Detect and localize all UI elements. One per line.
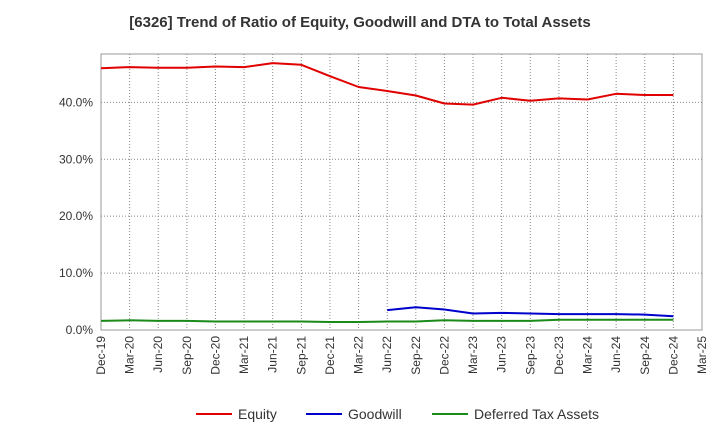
plot-area <box>100 53 703 331</box>
y-tick-label: 40.0% <box>59 95 93 109</box>
x-tick-label: Mar-25 <box>695 336 709 374</box>
x-tick-label: Mar-22 <box>352 336 366 374</box>
legend-label: Deferred Tax Assets <box>474 406 599 422</box>
x-tick-label: Mar-24 <box>581 336 595 374</box>
x-tick-label: Mar-20 <box>123 336 137 374</box>
x-tick-label: Sep-21 <box>294 336 308 375</box>
legend: Equity Goodwill Deferred Tax Assets <box>196 406 599 422</box>
x-tick-label: Sep-20 <box>180 336 194 375</box>
x-tick-label: Dec-19 <box>94 336 108 375</box>
series-line-2 <box>100 318 674 323</box>
x-tick-label: Jun-21 <box>266 336 280 373</box>
y-tick-label: 30.0% <box>59 152 93 166</box>
x-axis: Dec-19 Mar-20 Jun-20 Sep-20 Dec-20 Mar-21 Jun-… <box>94 336 709 375</box>
x-tick-label: Mar-21 <box>237 336 251 374</box>
legend-label: Equity <box>238 406 277 422</box>
legend-label: Goodwill <box>348 406 402 422</box>
x-tick-label: Dec-22 <box>437 336 451 375</box>
x-tick-label: Jun-20 <box>151 336 165 373</box>
y-tick-label: 20.0% <box>59 209 93 223</box>
chart-title: [6326] Trend of Ratio of Equity, Goodwil… <box>129 14 591 31</box>
x-tick-label: Dec-24 <box>666 336 680 375</box>
x-tick-label: Dec-21 <box>323 336 337 375</box>
x-tick-label: Dec-23 <box>552 336 566 375</box>
x-tick-label: Jun-23 <box>495 336 509 373</box>
x-tick-label: Jun-24 <box>609 336 623 373</box>
series-line-1 <box>387 306 674 318</box>
series-line-0 <box>100 62 674 106</box>
x-tick-label: Jun-22 <box>380 336 394 373</box>
grid <box>101 54 702 330</box>
x-tick-label: Mar-23 <box>466 336 480 374</box>
series-layer <box>100 62 674 323</box>
x-tick-label: Dec-20 <box>208 336 222 375</box>
y-tick-label: 0.0% <box>66 323 94 337</box>
x-tick-label: Sep-22 <box>409 336 423 375</box>
x-tick-label: Sep-23 <box>523 336 537 375</box>
y-tick-label: 10.0% <box>59 266 93 280</box>
x-tick-label: Sep-24 <box>638 336 652 375</box>
y-axis: 0.0% 10.0% 20.0% 30.0% 40.0% <box>59 95 93 337</box>
